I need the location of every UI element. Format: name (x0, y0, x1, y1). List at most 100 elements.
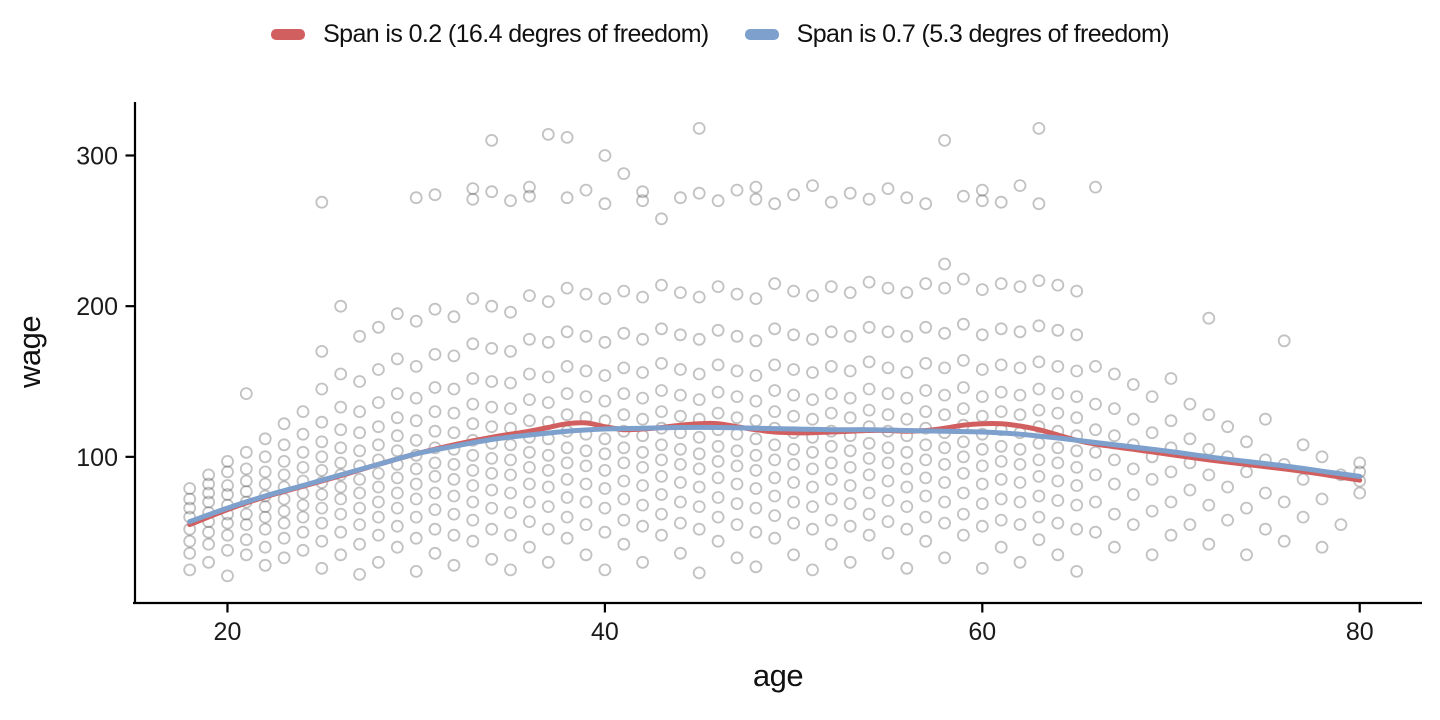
scatter-point (938, 133, 951, 147)
scatter-point (1164, 465, 1178, 479)
scatter-point (1240, 501, 1253, 515)
scatter-point (390, 307, 404, 321)
scatter-point (1013, 408, 1027, 422)
scatter-point (466, 182, 480, 196)
scatter-point (692, 393, 706, 407)
scatter-point (258, 558, 272, 572)
scatter-point (862, 275, 876, 289)
scatter-point (1032, 403, 1046, 417)
scatter-point (1126, 518, 1140, 531)
scatter-point (730, 364, 744, 378)
scatter-point (636, 498, 649, 512)
scatter-point (692, 290, 706, 304)
scatter-point (881, 441, 895, 455)
scatter-point (975, 328, 989, 342)
scatter-point (466, 479, 480, 492)
scatter-point (975, 519, 989, 533)
scatter-point (239, 445, 253, 459)
scatter-point (1070, 479, 1084, 492)
scatter-point (239, 462, 253, 476)
scatter-point (183, 534, 197, 548)
scatter-point (824, 359, 838, 373)
scatter-point (655, 278, 668, 292)
scatter-point (541, 396, 555, 410)
scatter-point (1202, 408, 1216, 422)
legend: Span is 0.2 (16.4 degres of freedom) Spa… (0, 20, 1440, 49)
scatter-point (975, 409, 989, 423)
scatter-point (938, 361, 951, 375)
scatter-point (598, 369, 612, 382)
scatter-point (523, 477, 536, 491)
scatter-point (655, 488, 668, 501)
scatter-point (239, 474, 253, 488)
scatter-point (636, 479, 649, 492)
scatter-point (523, 460, 536, 474)
scatter-point (315, 501, 329, 515)
scatter-point (749, 369, 763, 382)
x-axis-title: age (752, 658, 804, 693)
scatter-point (504, 376, 517, 390)
scatter-point (655, 507, 668, 521)
scatter-point (1070, 284, 1084, 298)
scatter-point (1089, 397, 1102, 411)
scatter-point (390, 519, 404, 533)
scatter-point (560, 491, 574, 504)
scatter-point (371, 466, 385, 480)
scatter-point (862, 403, 876, 417)
scatter-point (1051, 278, 1065, 292)
scatter-point (1032, 469, 1046, 483)
scatter-point (466, 495, 480, 509)
scatter-point (371, 320, 385, 334)
scatter-point (409, 492, 423, 506)
scatter-point (598, 501, 612, 515)
scatter-point (277, 417, 291, 431)
scatter-point (296, 427, 310, 441)
scatter-point (711, 534, 725, 548)
scatter-point (1108, 477, 1121, 491)
scatter-point (334, 400, 348, 414)
scatter-point (768, 509, 782, 522)
scatter-point (1070, 411, 1084, 425)
scatter-point (806, 462, 819, 476)
scatter-point (1032, 274, 1046, 288)
scatter-point (994, 195, 1008, 209)
scatter-point (862, 528, 876, 542)
scatter-point (711, 385, 725, 399)
scatter-point (806, 563, 819, 577)
scatter-point (806, 332, 819, 346)
scatter-point (787, 442, 800, 456)
scatter-point (390, 387, 404, 401)
scatter-point (957, 402, 970, 416)
legend-label-span-02: Span is 0.2 (16.4 degres of freedom) (323, 20, 709, 48)
scatter-point (541, 448, 555, 462)
scatter-point (239, 548, 253, 562)
scatter-point (296, 510, 310, 524)
scatter-point (824, 492, 838, 506)
scatter-point (674, 457, 687, 471)
scatter-point (994, 385, 1008, 399)
scatter-point (881, 546, 895, 560)
scatter-point (1089, 445, 1102, 459)
scatter-point (390, 429, 404, 443)
scatter-point (183, 501, 197, 515)
scatter-point (900, 286, 914, 300)
scatter-point (730, 518, 744, 531)
scatter-point (560, 281, 574, 295)
scatter-point (655, 453, 668, 467)
scatter-point (636, 332, 649, 346)
scatter-point (409, 462, 423, 476)
scatter-point (1032, 382, 1046, 396)
scatter-point (504, 305, 517, 319)
scatter-point (1013, 442, 1027, 456)
scatter-point (239, 387, 253, 401)
scatter-point (824, 456, 838, 470)
scatter-point (636, 460, 649, 474)
scatter-point (919, 384, 933, 397)
scatter-point (975, 183, 989, 197)
scatter-point (655, 356, 668, 370)
scatter-point (353, 501, 367, 515)
scatter-point (881, 361, 895, 375)
scatter-point (1032, 510, 1046, 524)
scatter-point (560, 510, 574, 524)
scatter-point (768, 489, 782, 503)
